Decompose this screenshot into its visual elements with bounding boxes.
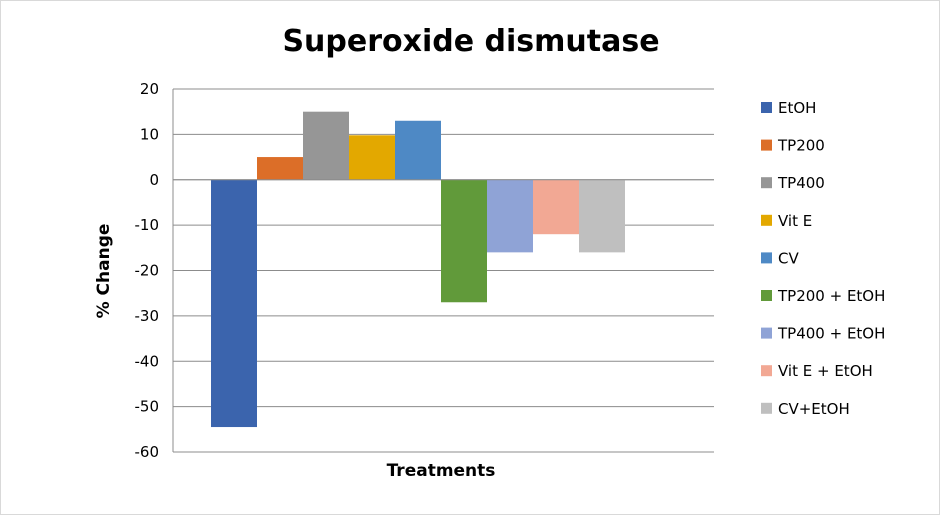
bar-vit-e <box>349 135 395 180</box>
y-tick-label: 20 <box>140 80 159 98</box>
y-tick-labels: 20 10 0 -10 -20 -30 -40 -50 -60 <box>135 80 160 461</box>
legend-label: CV+EtOH <box>778 400 850 418</box>
bar-etoh <box>211 179 257 428</box>
chart-title: Superoxide dismutase <box>282 24 659 59</box>
x-axis-title: Treatments <box>387 461 496 481</box>
bars <box>211 111 625 428</box>
legend-label: Vit E <box>778 212 812 230</box>
legend-label: TP400 + EtOH <box>777 325 885 343</box>
legend-label: TP400 <box>777 174 825 192</box>
legend-swatch <box>761 102 772 113</box>
y-tick-label: -60 <box>135 443 160 461</box>
legend-swatch <box>761 177 772 189</box>
y-tick-label: -10 <box>135 216 160 234</box>
bar-cv <box>395 120 441 180</box>
bar-tp400-etoh <box>487 179 533 253</box>
y-tick-label: -50 <box>135 398 160 416</box>
legend-swatch <box>761 214 772 226</box>
y-axis-title: % Change <box>94 224 114 319</box>
legend-label: EtOH <box>778 99 816 117</box>
legend-swatch <box>761 139 772 151</box>
legend-swatch <box>761 327 772 339</box>
legend-label: TP200 <box>777 137 825 155</box>
bar-tp200 <box>257 157 303 180</box>
y-tick-label: -30 <box>135 307 160 325</box>
legend-label: TP200 + EtOH <box>777 287 885 305</box>
y-tick-label: -40 <box>135 352 160 370</box>
legend: EtOH TP200 TP400 Vit E CV TP200 + EtOH TP400 +… <box>761 99 885 418</box>
bar-vit-e-etoh <box>533 179 579 235</box>
y-tick-label: -20 <box>135 262 160 280</box>
axes <box>172 89 714 452</box>
y-tick-label: 10 <box>140 125 159 143</box>
legend-label: Vit E + EtOH <box>778 362 873 380</box>
legend-swatch <box>761 290 772 301</box>
bar-tp200-etoh <box>441 179 487 303</box>
bar-cv-etoh <box>579 179 625 253</box>
legend-swatch <box>761 365 772 377</box>
legend-swatch <box>761 402 772 414</box>
bar-tp400 <box>303 111 349 180</box>
y-tick-label: 0 <box>149 171 159 189</box>
legend-label: CV <box>778 249 799 267</box>
legend-swatch <box>761 252 772 264</box>
